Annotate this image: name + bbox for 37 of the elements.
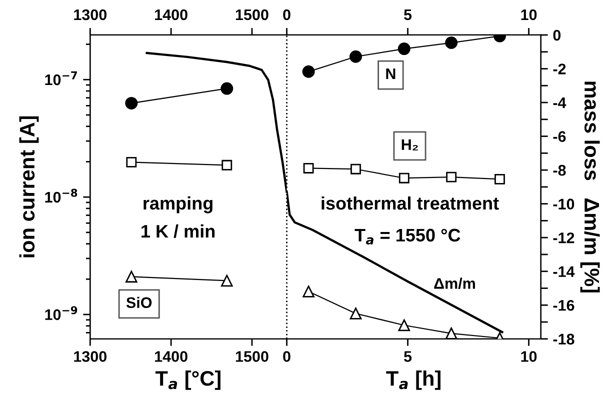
x-tick-label: 5	[404, 351, 412, 362]
annotation: T$_{a}$ = 1550 °C	[354, 228, 460, 245]
annotation: Δm/m	[434, 278, 475, 290]
y2-tick-label: -18	[553, 334, 574, 345]
series-label: N	[386, 68, 396, 80]
y2-tick-label: -10	[553, 198, 574, 210]
x-axis-title: T$_{a}$ [h]	[386, 370, 440, 390]
y2-tick-label: -6	[553, 131, 566, 142]
y-tick-label: 10$^{−9}$	[45, 306, 78, 320]
x-tick-label: 1300	[74, 351, 107, 362]
y2-tick-label: 0	[553, 30, 561, 41]
y-tick-label: 10$^{−7}$	[45, 71, 77, 86]
y2-tick-label: -12	[553, 232, 574, 244]
x2-tick-label: 1500	[236, 9, 268, 20]
y2-tick-label: -14	[553, 266, 575, 277]
y2-tick-label: -8	[553, 164, 566, 176]
y-tick-label: 10$^{−8}$	[45, 188, 78, 203]
x-tick-label: 10	[521, 351, 537, 362]
series-label: H₂	[402, 139, 418, 150]
annotation: ramping	[144, 196, 212, 214]
x2-tick-label: 1300	[74, 9, 107, 20]
annotation: 1 K / min	[142, 224, 215, 238]
x2-tick-label: 1400	[155, 9, 188, 20]
x-tick-label: 1500	[236, 351, 268, 362]
series-label: SiO	[126, 296, 152, 308]
y-axis-title: ion current [A]	[19, 116, 39, 258]
x2-tick-label: 10	[521, 9, 537, 20]
x2-tick-label: 0	[283, 9, 290, 20]
y2-axis-title: mass loss Δm/m [%]	[580, 82, 600, 292]
x2-tick-label: 5	[404, 9, 412, 20]
y2-tick-label: -16	[553, 300, 574, 311]
x-axis-title: T$_{a}$ [°C]	[155, 370, 220, 390]
y2-tick-label: -2	[553, 64, 566, 74]
annotation: isothermal treatment	[322, 196, 499, 210]
x-tick-label: 0	[283, 351, 290, 362]
x-tick-label: 1400	[155, 351, 188, 362]
y2-tick-label: -4	[553, 98, 566, 108]
